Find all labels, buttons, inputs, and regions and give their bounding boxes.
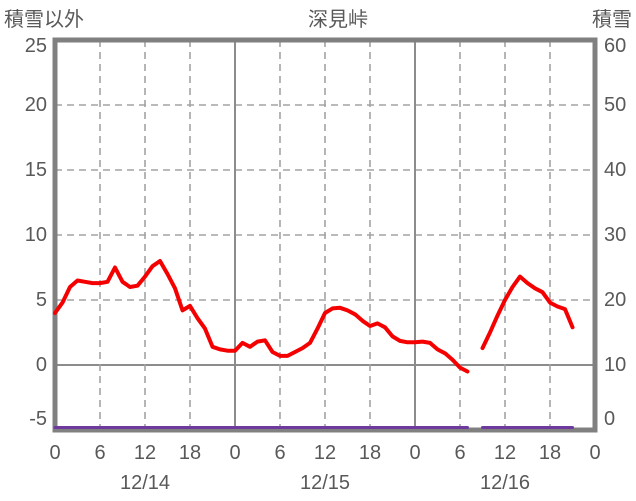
right-tick-label-50: 50 <box>604 94 626 116</box>
right-axis-title: 積雪 <box>592 9 632 31</box>
left-tick-label-10: 10 <box>25 224 47 246</box>
left-tick-label-0: 0 <box>36 354 47 376</box>
hour-tick-label-0: 0 <box>49 442 60 464</box>
left-axis-title: 積雪以外 <box>4 9 84 31</box>
date-label-2: 12/16 <box>480 472 530 494</box>
hour-tick-label-3: 18 <box>179 442 201 464</box>
hour-tick-label-6: 12 <box>314 442 336 464</box>
hour-tick-label-9: 6 <box>454 442 465 464</box>
chart-title: 深見峠 <box>308 9 368 31</box>
hour-tick-label-12: 0 <box>589 442 600 464</box>
left-tick-label-5: 5 <box>36 289 47 311</box>
chart-header: 積雪以外 深見峠 積雪 <box>0 3 636 32</box>
hour-tick-label-5: 6 <box>274 442 285 464</box>
hour-tick-label-11: 18 <box>539 442 561 464</box>
left-tick-label-25: 25 <box>25 35 47 57</box>
right-tick-label-60: 60 <box>604 35 626 57</box>
left-tick-label-20: 20 <box>25 94 47 116</box>
hour-tick-label-7: 18 <box>359 442 381 464</box>
hour-tick-label-4: 0 <box>229 442 240 464</box>
right-tick-label-10: 10 <box>604 354 626 376</box>
series-line-non-snow <box>53 259 575 374</box>
hour-tick-label-10: 12 <box>494 442 516 464</box>
hour-tick-label-2: 12 <box>134 442 156 464</box>
right-tick-label-40: 40 <box>604 159 626 181</box>
left-tick-label--5: -5 <box>29 408 47 430</box>
left-tick-label-15: 15 <box>25 159 47 181</box>
hour-tick-label-1: 6 <box>94 442 105 464</box>
date-label-0: 12/14 <box>120 472 170 494</box>
plot-border <box>52 37 598 433</box>
hour-tick-label-8: 0 <box>409 442 420 464</box>
right-tick-label-30: 30 <box>604 224 626 246</box>
right-tick-label-0: 0 <box>604 408 615 430</box>
right-tick-label-20: 20 <box>604 289 626 311</box>
date-label-1: 12/15 <box>300 472 350 494</box>
